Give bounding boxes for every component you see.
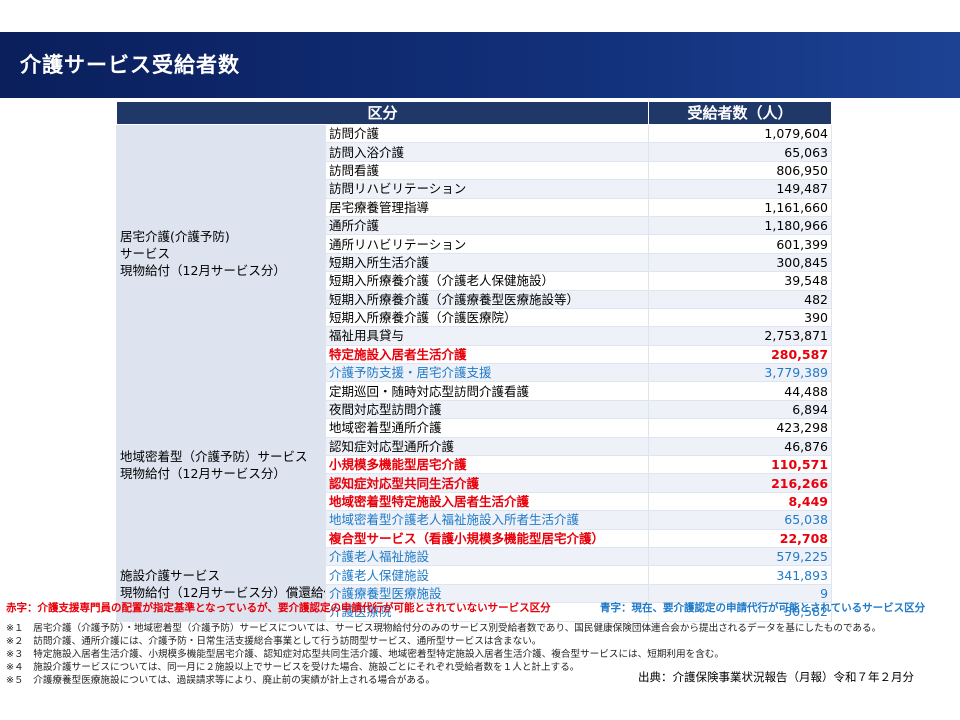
recipient-count-cell: 149,487 [648, 179, 833, 199]
category-label-line: サービス [120, 245, 171, 261]
red-legend-note: 赤字：介護支援専門員の配置が指定基準となっているが、要介護認定の申請代行が可能と… [6, 602, 551, 614]
recipient-count-cell: 1,161,660 [648, 197, 833, 217]
recipient-count-cell: 50,582 [648, 602, 833, 622]
service-name-cell: 訪問リハビリテーション [324, 179, 650, 199]
recipient-count-cell: 8,449 [648, 491, 833, 512]
service-name-cell: 地域密着型通所介護 [324, 418, 650, 438]
title-banner: 介護サービス受給者数 [0, 32, 960, 98]
service-name-cell: 認知症対応型通所介護 [324, 436, 650, 457]
service-name-cell: 夜間対応型訪問介護 [324, 399, 650, 420]
table-row: 地域密着型特定施設入居者生活介護 8,449 [117, 491, 833, 512]
page-title: 介護サービス受給者数 [20, 53, 240, 77]
source-note: 出典：介護保険事業状況報告（月報）令和７年２月分 [638, 670, 914, 684]
recipient-count-cell: 39,548 [648, 271, 833, 291]
table-row: 複合型サービス（看護小規模多機能型居宅介護） 22,708 [117, 528, 833, 548]
service-name-cell: 短期入所療養介護（介護老人保健施設） [324, 271, 650, 291]
service-name-cell: 短期入所療養介護（介護医療院） [324, 307, 650, 328]
service-name-cell: 訪問介護 [324, 123, 650, 144]
recipient-count-cell: 1,079,604 [648, 123, 833, 144]
category-cell: 居宅介護(介護予防) サービス 現物給付（12月サービス分） [116, 123, 326, 383]
service-name-cell: 介護療養型医療施設 [324, 583, 650, 604]
table-row: 施設介護サービス現物給付（12月サービス分）償還給付（1月支出決定分）介護老人福… [116, 546, 833, 622]
recipient-count-cell: 9 [648, 583, 833, 604]
recipient-count-cell: 216,266 [648, 473, 833, 493]
recipient-count-cell: 601,399 [648, 234, 833, 254]
footnote-line: ※３ 特定施設入居者生活介護、小規模多機能型居宅介護、認知症対応型共同生活介護、… [6, 649, 724, 660]
recipient-count-cell: 300,845 [648, 252, 833, 273]
service-name-cell: 居宅療養管理指導 [324, 197, 650, 217]
service-name-cell: 訪問入浴介護 [324, 142, 650, 162]
category-label-line: 居宅介護(介護予防) [120, 228, 230, 244]
recipient-count-cell: 46,876 [648, 436, 833, 457]
category-label-line: 現物給付（12月サービス分）償還給付（1月支出決定分） [120, 585, 325, 601]
service-name-cell: 福祉用具貸与 [324, 326, 650, 346]
recipient-count-cell: 2,753,871 [648, 326, 833, 346]
table-row: 通所リハビリテーション 601,399 [117, 234, 833, 254]
category-label-line: 現物給付（12月サービス分） [120, 465, 286, 481]
service-name-cell: 短期入所療養介護（介護療養型医療施設等） [324, 289, 650, 309]
service-name-cell: 介護老人福祉施設 [324, 546, 650, 567]
table-row: 介護医療院 50,582 [117, 602, 833, 622]
recipient-count-cell: 65,038 [648, 510, 833, 530]
service-name-cell: 認知症対応型共同生活介護 [324, 473, 650, 493]
recipient-count-cell: 22,708 [648, 528, 833, 548]
category-label-line: 地域密着型（介護予防）サービス [120, 448, 308, 464]
recipient-count-cell: 280,587 [648, 344, 833, 365]
service-name-cell: 介護予防支援・居宅介護支援 [324, 363, 650, 383]
recipient-count-cell: 110,571 [648, 455, 833, 475]
service-name-cell: 短期入所生活介護 [324, 252, 650, 273]
table-row: 介護療養型医療施設 9 [117, 583, 833, 604]
service-name-cell: 介護老人保健施設 [324, 565, 650, 585]
service-name-cell: 複合型サービス（看護小規模多機能型居宅介護） [324, 528, 650, 548]
service-name-cell: 地域密着型特定施設入居者生活介護 [324, 491, 650, 512]
table-row: 短期入所療養介護（介護医療院） 390 [117, 307, 833, 328]
recipient-count-cell: 3,779,389 [648, 363, 833, 383]
footnote-line: ※２ 訪問介護、通所介護には、介護予防・日常生活支援総合事業として行う訪問型サー… [6, 636, 542, 647]
recipient-count-cell: 423,298 [648, 418, 833, 438]
recipient-count-cell: 390 [648, 307, 833, 328]
recipients-table: 区分 受給者数（人） 居宅介護(介護予防) サービス 現物給付（12月サービス分）訪… [115, 101, 833, 622]
category-label-line: 現物給付（12月サービス分） [120, 262, 286, 278]
service-name-cell: 通所リハビリテーション [324, 234, 650, 254]
recipient-count-cell: 1,180,966 [648, 215, 833, 236]
service-name-cell: 介護医療院 [324, 602, 650, 622]
category-cell: 地域密着型（介護予防）サービス 現物給付（12月サービス分） [116, 381, 326, 548]
service-name-cell: 訪問看護 [324, 160, 650, 181]
table-header-row: 区分 受給者数（人） [115, 101, 833, 125]
service-name-cell: 定期巡回・随時対応型訪問介護看護 [324, 381, 650, 401]
recipient-count-cell: 482 [648, 289, 833, 309]
service-name-cell: 地域密着型介護老人福祉施設入所者生活介護 [324, 510, 650, 530]
table-row: 短期入所生活介護 300,845 [117, 252, 833, 273]
service-name-cell: 特定施設入居者生活介護 [324, 344, 650, 365]
footnote-line: ※４ 施設介護サービスについては、同一月に２施設以上でサービスを受けた場合、施設… [6, 662, 580, 673]
blue-legend-note: 青字：現在、要介護認定の申請代行が可能とされているサービス区分 [600, 602, 926, 614]
table-row: 短期入所療養介護（介護療養型医療施設等） 482 [117, 289, 833, 309]
service-name-cell: 小規模多機能型居宅介護 [324, 455, 650, 475]
recipient-count-cell: 806,950 [648, 160, 833, 181]
header-count: 受給者数（人） [648, 101, 833, 125]
recipient-count-cell: 65,063 [648, 142, 833, 162]
header-category: 区分 [115, 101, 650, 125]
table-row: 居宅介護(介護予防) サービス 現物給付（12月サービス分） 訪問介護 1,079,60… [116, 123, 833, 383]
table-row: 通所介護 1,180,966 [117, 215, 833, 236]
table-row: 福祉用具貸与 2,753,871 [117, 326, 833, 346]
table-row: 居宅療養管理指導 1,161,660 [117, 197, 833, 217]
table-row: 訪問入浴介護 65,063 [117, 142, 833, 162]
footnote-line: ※１ 居宅介護（介護予防）・地域密着型（介護予防）サービスについては、サービス現… [6, 623, 882, 634]
category-label-line: 施設介護サービス [120, 568, 221, 584]
recipient-count-cell: 579,225 [648, 546, 833, 567]
recipient-count-cell: 341,893 [648, 565, 833, 585]
recipient-count-cell: 44,488 [648, 381, 833, 401]
footnote-line: ※５ 介護療養型医療施設については、過誤請求等により、廃止前の実績が計上される場… [6, 675, 436, 686]
table-row: 地域密着型（介護予防）サービス 現物給付（12月サービス分） 定期巡回・随時対応型訪… [116, 381, 833, 548]
footnotes: ※１ 居宅介護（介護予防）・地域密着型（介護予防）サービスについては、サービス現… [6, 622, 881, 687]
recipient-count-cell: 6,894 [648, 399, 833, 420]
service-name-cell: 通所介護 [324, 215, 650, 236]
table-row: 介護老人保健施設 341,893 [117, 565, 833, 585]
table-body: 居宅介護(介護予防) サービス 現物給付（12月サービス分） 訪問介護 1,079,60… [116, 123, 833, 622]
